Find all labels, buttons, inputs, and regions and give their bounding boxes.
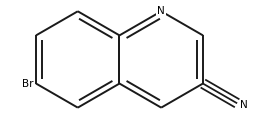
Text: N: N bbox=[157, 6, 165, 16]
Text: N: N bbox=[240, 100, 248, 110]
Text: Br: Br bbox=[22, 79, 34, 89]
